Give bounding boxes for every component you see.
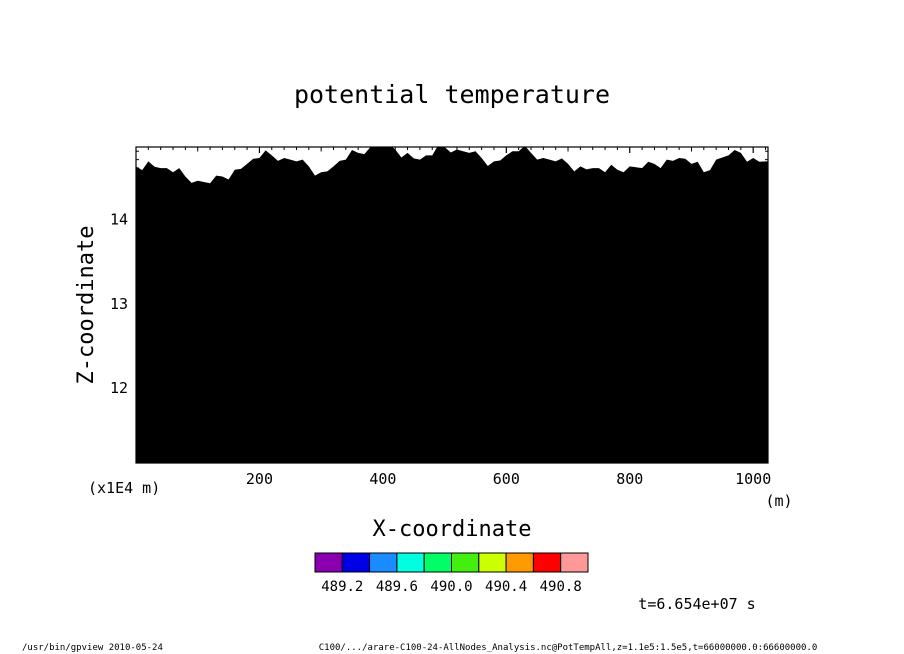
- legend-label: 490.8: [540, 579, 582, 595]
- color-legend: 489.2 489.6 490.0 490.4 490.8: [315, 553, 588, 595]
- legend-swatch: [370, 553, 397, 572]
- legend-swatch: [452, 553, 479, 572]
- x-unit-label: (m): [765, 492, 792, 510]
- contour-band: [136, 144, 772, 547]
- y-tick-label: 14: [110, 211, 128, 229]
- legend-label: 489.2: [321, 579, 363, 595]
- y-axis-label: Z-coordinate: [74, 226, 99, 385]
- x-tick-label: 600: [493, 470, 520, 488]
- x-tick-label: 200: [246, 470, 273, 488]
- legend-swatch: [533, 553, 560, 572]
- legend-swatch: [397, 553, 424, 572]
- legend-swatch: [479, 553, 506, 572]
- legend-swatch: [561, 553, 588, 572]
- contour-bands: [136, 144, 772, 547]
- chart-title: potential temperature: [294, 80, 610, 109]
- x-axis-label: X-coordinate: [373, 517, 532, 542]
- y-tick-label: 12: [110, 379, 128, 397]
- legend-swatch: [342, 553, 369, 572]
- time-label: t=6.654e+07 s: [638, 595, 755, 613]
- legend-swatch: [315, 553, 342, 572]
- legend-label: 490.0: [430, 579, 472, 595]
- legend-label: 489.6: [376, 579, 418, 595]
- y-tick-label: 13: [110, 295, 128, 313]
- legend-swatch: [506, 553, 533, 572]
- x-tick-label: 800: [616, 470, 643, 488]
- legend-swatch: [424, 553, 451, 572]
- footer-right: C100/.../arare-C100-24-AllNodes_Analysis…: [319, 643, 818, 653]
- x-tick-label: 400: [369, 470, 396, 488]
- plot-area: 200 400 600 800 1000 12 13 14: [110, 144, 772, 547]
- y-unit-label: (x1E4 m): [88, 479, 160, 497]
- footer-left: /usr/bin/gpview 2010-05-24: [22, 643, 163, 653]
- x-tick-label: 1000: [735, 470, 771, 488]
- legend-label: 490.4: [485, 579, 527, 595]
